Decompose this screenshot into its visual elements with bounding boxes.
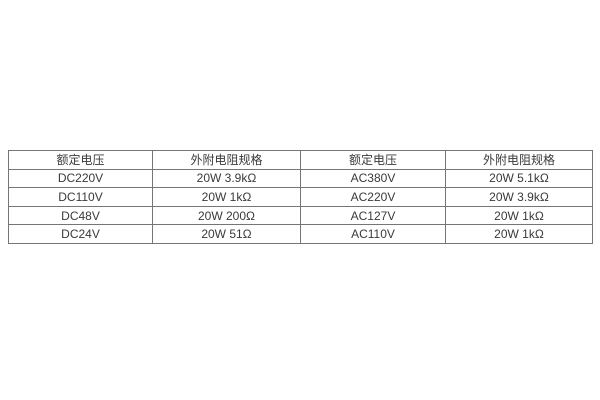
header-row: 额定电压 外附电阻规格 额定电压 外附电阻规格 (8, 150, 593, 170)
header-rated-voltage-ac: 额定电压 (300, 150, 446, 170)
cell-dc-voltage: DC48V (8, 205, 153, 226)
cell-dc-voltage: DC24V (8, 224, 153, 244)
cell-ac-voltage: AC220V (300, 187, 446, 207)
header-rated-voltage-dc: 额定电压 (8, 150, 153, 170)
cell-ac-voltage: AC380V (300, 168, 446, 189)
cell-ac-resistor: 20W 3.9kΩ (445, 187, 593, 207)
cell-ac-voltage: AC110V (300, 224, 446, 244)
header-external-resistor-spec-ac: 外附电阻规格 (445, 150, 593, 170)
cell-dc-voltage: DC220V (8, 168, 153, 189)
table-row: DC220V 20W 3.9kΩ AC380V 20W 5.1kΩ (8, 168, 593, 189)
header-external-resistor-spec-dc: 外附电阻规格 (152, 150, 301, 170)
spec-table-container: 额定电压 外附电阻规格 额定电压 外附电阻规格 DC220V 20W 3.9kΩ… (8, 150, 593, 244)
voltage-resistor-spec-table: 额定电压 外附电阻规格 额定电压 外附电阻规格 DC220V 20W 3.9kΩ… (8, 150, 593, 244)
cell-dc-resistor: 20W 1kΩ (152, 187, 301, 207)
cell-ac-resistor: 20W 1kΩ (445, 224, 593, 244)
cell-ac-voltage: AC127V (300, 205, 446, 226)
cell-dc-voltage: DC110V (8, 187, 153, 207)
table-row: DC110V 20W 1kΩ AC220V 20W 3.9kΩ (8, 187, 593, 207)
cell-dc-resistor: 20W 3.9kΩ (152, 168, 301, 189)
table-row: DC48V 20W 200Ω AC127V 20W 1kΩ (8, 205, 593, 226)
cell-ac-resistor: 20W 1kΩ (445, 205, 593, 226)
cell-ac-resistor: 20W 5.1kΩ (445, 168, 593, 189)
cell-dc-resistor: 20W 200Ω (152, 205, 301, 226)
table-row: DC24V 20W 51Ω AC110V 20W 1kΩ (8, 224, 593, 244)
cell-dc-resistor: 20W 51Ω (152, 224, 301, 244)
